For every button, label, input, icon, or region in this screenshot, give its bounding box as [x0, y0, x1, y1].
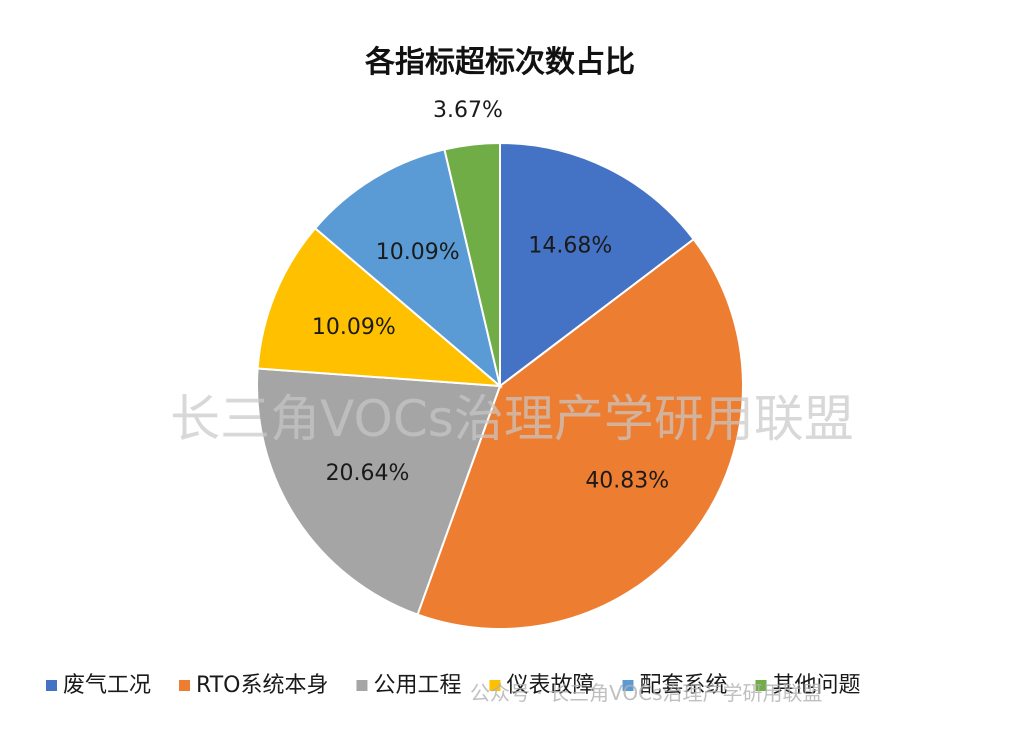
pie-slices: [256, 141, 744, 630]
legend-swatch: [179, 680, 191, 691]
account-watermark: 公众号 · 长三角VOCs治理产学研用联盟: [470, 681, 823, 705]
data-label-1: 14.68%: [528, 234, 612, 259]
legend-swatch: [46, 680, 57, 691]
pie-slice-6: [443, 141, 501, 387]
chart-title: 各指标超标次数占比: [364, 45, 635, 80]
legend-swatch: [489, 680, 501, 691]
legend-item-4: 仪表故障: [489, 673, 595, 698]
pie-slice-1: [499, 141, 696, 389]
legend-swatch: [356, 680, 368, 691]
pie-slice-4: [256, 226, 503, 388]
pie-slice-3: [256, 367, 502, 616]
legend-item-6: 其他问题: [755, 673, 861, 698]
legend-label: 废气工况: [63, 673, 151, 698]
watermark-text: 长三角VOCs治理产学研用联盟: [170, 390, 854, 448]
legend-label: RTO系统本身: [196, 673, 328, 698]
legend-label: 配套系统: [640, 673, 728, 698]
data-label-2: 40.83%: [585, 469, 669, 494]
data-label-4: 10.09%: [312, 315, 396, 340]
legend-item-2: RTO系统本身: [179, 673, 328, 698]
data-label-6: 3.67%: [433, 98, 503, 123]
legend-swatch: [622, 680, 634, 691]
pie-data-labels: 14.68% 40.83% 20.64% 10.09% 10.09% 3.67%: [312, 98, 669, 494]
legend-item-3: 公用工程: [356, 673, 461, 698]
legend-label: 仪表故障: [506, 673, 594, 698]
legend-swatch: [755, 680, 767, 691]
data-label-5: 10.09%: [376, 240, 460, 265]
legend: 废气工况 RTO系统本身 公用工程 仪表故障 配套系统 其他问题: [46, 673, 861, 698]
legend-label: 其他问题: [773, 673, 861, 698]
legend-item-1: 废气工况: [46, 673, 151, 698]
pie-slice-2: [416, 237, 744, 630]
legend-label: 公用工程: [373, 673, 461, 698]
data-label-3: 20.64%: [326, 461, 410, 486]
pie-slice-5: [313, 148, 502, 389]
legend-item-5: 配套系统: [622, 673, 728, 698]
